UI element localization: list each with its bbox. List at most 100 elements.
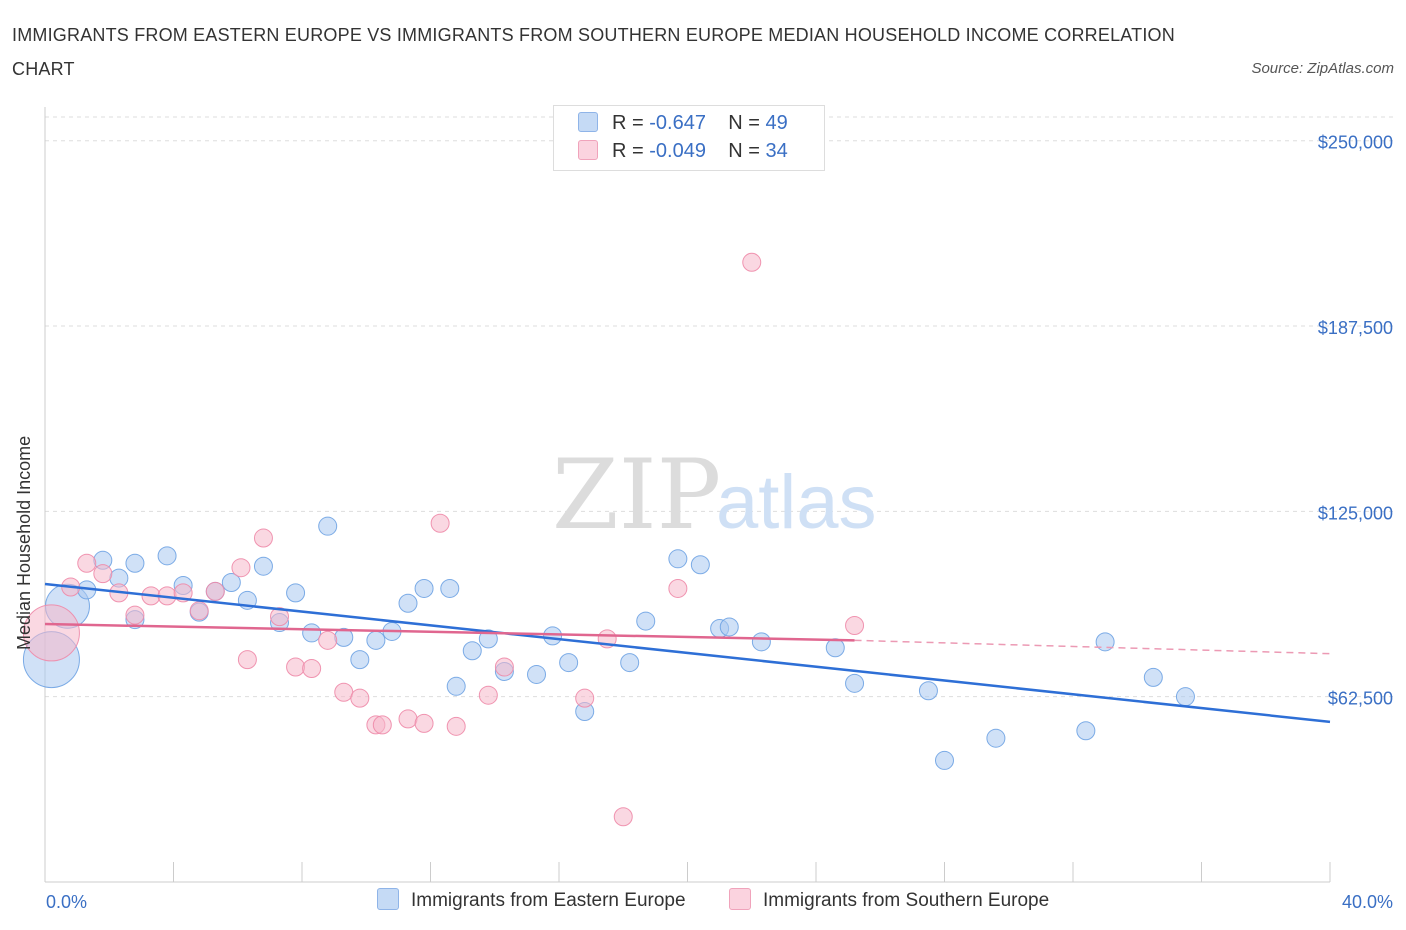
point-eastern-europe — [543, 626, 563, 646]
point-eastern-europe — [751, 632, 771, 652]
point-eastern-europe — [350, 650, 370, 670]
trend-line-southern — [44, 622, 855, 642]
point-southern-europe — [398, 709, 418, 729]
point-southern-europe — [237, 650, 257, 670]
point-southern-europe — [253, 528, 273, 548]
legend-n-value-eastern: 49 — [765, 112, 788, 134]
watermark-zip: ZIP — [552, 439, 721, 551]
y-axis-label: Median Household Income — [14, 435, 34, 650]
point-eastern-europe — [935, 750, 954, 770]
point-eastern-europe — [221, 573, 241, 593]
point-southern-europe — [231, 558, 251, 578]
point-eastern-europe — [440, 578, 460, 598]
point-southern-europe — [478, 685, 498, 705]
point-southern-europe — [189, 601, 209, 621]
point-southern-europe — [334, 682, 354, 702]
point-eastern-europe — [286, 583, 306, 603]
legend-row-southern: R = -0.049 N = 34 — [578, 140, 788, 166]
y-tick-label: $125,000 — [1318, 503, 1393, 523]
series-swatch-eastern — [377, 888, 399, 910]
point-eastern-europe — [366, 630, 386, 650]
point-southern-europe — [742, 252, 762, 272]
point-southern-europe — [350, 688, 370, 708]
point-eastern-europe — [559, 653, 579, 673]
series-name-southern: Immigrants from Southern Europe — [763, 890, 1050, 911]
legend-swatch-eastern — [578, 112, 598, 132]
watermark-atlas: atlas — [716, 460, 877, 545]
point-eastern-europe — [1143, 667, 1163, 687]
legend-n-label: N = — [728, 140, 760, 162]
point-eastern-europe — [986, 728, 1006, 748]
point-eastern-europe — [446, 676, 466, 696]
y-tick-label: $250,000 — [1318, 133, 1393, 153]
point-southern-europe — [205, 581, 225, 601]
point-southern-europe — [575, 688, 595, 708]
point-eastern-europe — [527, 664, 547, 684]
point-southern-europe — [845, 616, 865, 636]
point-southern-europe — [270, 607, 290, 627]
source-label: Source: ZipAtlas.com — [1251, 60, 1394, 77]
point-eastern-europe — [620, 653, 640, 673]
point-southern-europe — [494, 657, 514, 677]
y-tick-labels: $62,500 $125,000 $187,500 $250,000 — [1318, 133, 1393, 709]
legend-r-value-southern: -0.049 — [649, 140, 706, 162]
series-legend-eastern: Immigrants from Eastern Europe — [377, 888, 686, 912]
point-southern-europe — [77, 553, 97, 573]
x-tick-label: 0.0% — [46, 892, 87, 912]
point-eastern-europe — [125, 553, 145, 573]
point-southern-europe — [93, 564, 113, 584]
trend-line-eastern — [44, 582, 1331, 724]
point-eastern-europe — [1076, 721, 1096, 741]
point-southern-europe — [125, 605, 145, 625]
data-points — [22, 252, 1195, 827]
point-southern-europe — [302, 659, 322, 679]
legend-r-label: R = — [612, 112, 644, 134]
point-eastern-europe — [845, 673, 865, 693]
point-southern-europe — [318, 630, 338, 650]
point-eastern-europe — [918, 681, 938, 701]
point-eastern-europe — [1095, 632, 1115, 652]
point-eastern-europe — [719, 617, 739, 637]
series-name-eastern: Immigrants from Eastern Europe — [411, 890, 686, 911]
point-eastern-europe — [690, 555, 710, 575]
point-eastern-europe — [636, 611, 656, 631]
point-southern-europe — [446, 716, 466, 736]
x-tick-label: 40.0% — [1342, 892, 1393, 912]
trend-lines — [44, 582, 1331, 724]
point-eastern-europe — [318, 516, 338, 536]
legend-swatch-southern — [578, 140, 598, 160]
point-southern-europe — [22, 604, 80, 662]
trend-line-southern-projection — [854, 639, 1331, 655]
y-tick-label: $187,500 — [1318, 318, 1393, 338]
y-tick-label: $62,500 — [1328, 689, 1393, 709]
series-swatch-southern — [729, 888, 751, 910]
point-southern-europe — [286, 657, 306, 677]
point-eastern-europe — [157, 546, 177, 566]
point-eastern-europe — [825, 638, 845, 658]
point-southern-europe — [613, 807, 633, 827]
legend-r-label: R = — [612, 140, 644, 162]
point-southern-europe — [372, 715, 392, 735]
point-eastern-europe — [398, 593, 418, 613]
point-eastern-europe — [1175, 687, 1195, 707]
series-legend-southern: Immigrants from Southern Europe — [729, 888, 1049, 912]
point-eastern-europe — [253, 556, 273, 576]
point-eastern-europe — [414, 578, 434, 598]
point-southern-europe — [668, 578, 688, 598]
point-southern-europe — [414, 713, 434, 733]
point-eastern-europe — [478, 629, 498, 649]
legend-n-label: N = — [728, 112, 760, 134]
chart-title: IMMIGRANTS FROM EASTERN EUROPE VS IMMIGR… — [12, 25, 1175, 79]
legend-row-eastern: R = -0.647 N = 49 — [578, 112, 788, 138]
legend-n-value-southern: 34 — [765, 140, 788, 162]
stats-legend: R = -0.647 N = 49 R = -0.049 N = 34 — [553, 105, 825, 171]
x-tick-labels: 0.0% 40.0% — [46, 892, 1393, 912]
point-eastern-europe — [462, 641, 482, 661]
watermark: ZIP atlas — [552, 439, 877, 551]
point-eastern-europe — [302, 623, 322, 643]
axes — [44, 107, 1331, 883]
point-southern-europe — [430, 513, 450, 533]
legend-r-value-eastern: -0.647 — [649, 112, 706, 134]
point-eastern-europe — [668, 549, 688, 569]
